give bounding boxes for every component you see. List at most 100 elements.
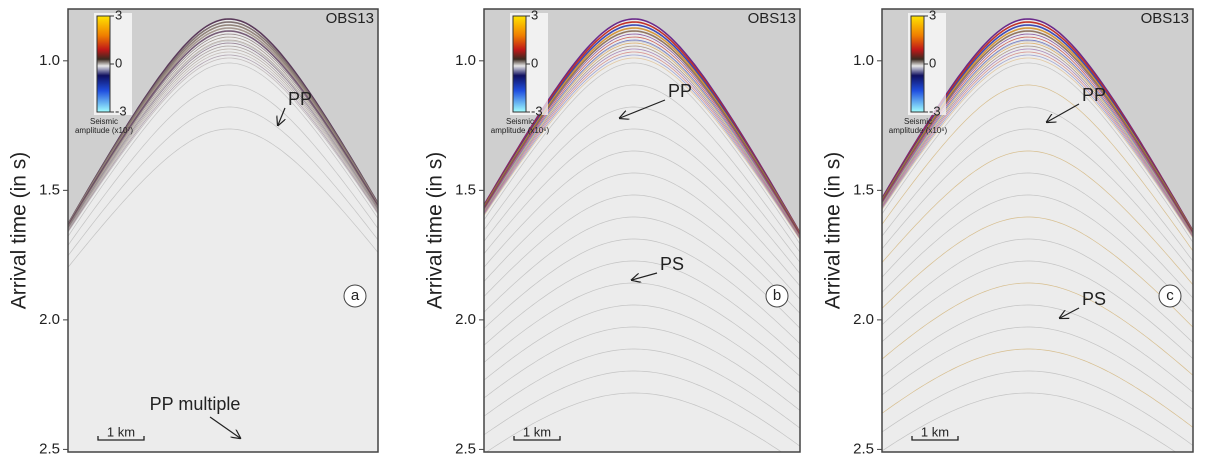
reflection <box>882 172 1193 299</box>
y-tick-label: 2.5 <box>853 440 874 457</box>
reflection <box>484 84 800 254</box>
reflection <box>484 150 800 287</box>
reflection <box>484 326 800 411</box>
reflection <box>882 62 1193 244</box>
panel-label: c <box>1166 287 1174 304</box>
wavefront <box>484 36 800 236</box>
y-axis-label: Arrival time (in s) <box>424 152 447 310</box>
reflection <box>882 216 1193 328</box>
reflection <box>882 84 1193 252</box>
y-tick-label: 2.5 <box>455 440 476 457</box>
y-tick-label: 2.0 <box>455 311 476 328</box>
reflection <box>484 370 800 447</box>
reflection <box>68 40 378 230</box>
wavefront <box>484 30 800 236</box>
frame <box>483 8 801 453</box>
colorbar-unit: amplitude (x10⁶) <box>889 126 948 135</box>
reflection <box>882 194 1193 313</box>
colorbar <box>512 15 527 113</box>
wavefront <box>882 54 1193 239</box>
wavefront <box>484 57 800 241</box>
reflection <box>68 106 378 257</box>
reflection <box>484 194 800 314</box>
annotation-arrow <box>1047 103 1080 122</box>
annotation: PP <box>668 81 692 101</box>
reflection <box>882 304 1193 393</box>
wavefront <box>882 33 1193 234</box>
panel-label: a <box>351 287 360 304</box>
y-axis-label: Arrival time (in s) <box>8 152 31 310</box>
wavefront <box>882 57 1193 239</box>
colorbar-tick-label: 3 <box>115 7 122 22</box>
wavefront <box>68 57 378 233</box>
y-tick-label: 1.0 <box>455 52 476 69</box>
frame <box>881 8 1194 453</box>
panel-circle <box>1158 284 1182 308</box>
annotation-arrow <box>632 272 658 280</box>
annotation-arrow <box>209 416 240 438</box>
y-tick-label: 2.0 <box>853 311 874 328</box>
reflection <box>882 106 1193 262</box>
y-tick-label: 1.5 <box>39 181 60 198</box>
station: OBS13 <box>326 10 374 27</box>
reflection <box>882 392 1177 452</box>
panel-label: b <box>773 287 781 304</box>
scale-bar <box>97 436 145 441</box>
wavefront <box>68 36 378 228</box>
reflection <box>484 304 800 394</box>
wavefront <box>484 51 800 239</box>
panel-circle <box>343 284 367 308</box>
wavefront <box>484 48 800 239</box>
wavefront <box>484 39 800 237</box>
y-axis-label: Arrival time (in s) <box>822 152 845 310</box>
reflection <box>68 128 378 268</box>
reflection <box>882 326 1193 411</box>
colorbar-title: Seismic <box>506 117 534 126</box>
reflection <box>882 40 1193 237</box>
annotation: PP <box>1082 85 1106 105</box>
reflection <box>485 392 783 452</box>
reflection <box>484 40 800 238</box>
wavefront <box>68 33 378 227</box>
wavefront <box>882 36 1193 234</box>
colorbar-title: Seismic <box>904 117 932 126</box>
y-tick-label: 1.0 <box>853 52 874 69</box>
scale-bar <box>513 436 561 441</box>
wavefront <box>68 45 378 230</box>
reflection <box>68 84 378 247</box>
wavefront <box>882 45 1193 236</box>
reflection <box>484 172 800 300</box>
wavefront <box>68 54 378 232</box>
reflection <box>484 238 800 345</box>
wavefront <box>484 45 800 238</box>
wavefront <box>68 48 378 231</box>
wavefront <box>484 54 800 240</box>
inner-region <box>882 19 1193 452</box>
wavefront <box>68 39 378 229</box>
section <box>68 9 378 452</box>
reflection <box>484 106 800 263</box>
reflection <box>484 260 800 361</box>
wavefront <box>882 39 1193 235</box>
colorbar <box>96 15 111 113</box>
reflection <box>484 128 800 275</box>
frame <box>67 8 379 453</box>
colorbar-tick-label: 0 <box>929 55 936 70</box>
annotation: PP <box>288 89 312 109</box>
section <box>484 9 800 452</box>
reflection <box>484 62 800 245</box>
colorbar-tick-label: -3 <box>929 103 941 118</box>
panel-circle <box>765 284 789 308</box>
scale-bar <box>911 436 959 441</box>
colorbar-tick-label: 0 <box>531 55 538 70</box>
reflection <box>882 238 1193 344</box>
colorbar-unit: amplitude (x10⁷) <box>75 126 133 135</box>
annotation: PS <box>1082 289 1106 309</box>
wavefront <box>68 30 378 228</box>
colorbar-tick-label: -3 <box>115 103 127 118</box>
reflection <box>882 348 1193 428</box>
station: OBS13 <box>1141 10 1189 27</box>
annotation-arrow <box>1060 307 1080 318</box>
reflection <box>484 282 800 377</box>
